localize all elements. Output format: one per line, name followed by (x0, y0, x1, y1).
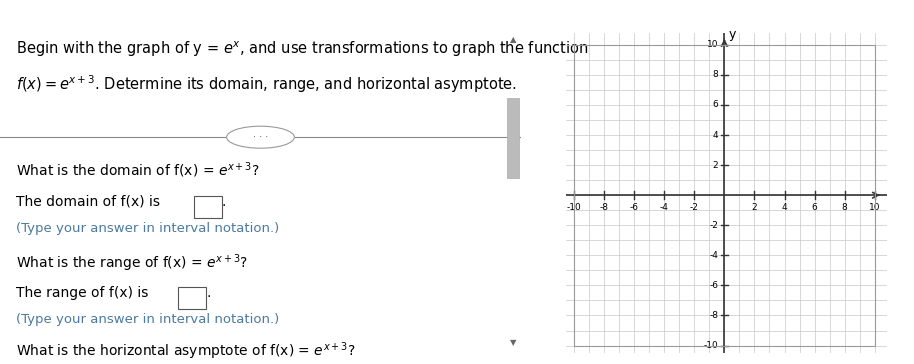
Text: 8: 8 (842, 203, 847, 212)
Text: -2: -2 (709, 221, 718, 230)
Text: · · ·: · · · (253, 132, 268, 142)
Ellipse shape (227, 126, 294, 148)
Text: ▲: ▲ (509, 35, 516, 44)
Text: Begin with the graph of y = $e^x$, and use transformations to graph the function: Begin with the graph of y = $e^x$, and u… (16, 39, 588, 59)
Text: -8: -8 (709, 311, 718, 320)
Text: 6: 6 (713, 100, 718, 110)
Text: -10: -10 (704, 341, 718, 350)
Text: -4: -4 (709, 251, 718, 260)
Text: 4: 4 (713, 131, 718, 139)
Text: What is the range of f(x) = $e^{x+3}$?: What is the range of f(x) = $e^{x+3}$? (16, 252, 248, 274)
Text: y: y (728, 28, 736, 41)
Text: 4: 4 (781, 203, 787, 212)
Text: -6: -6 (630, 203, 639, 212)
Text: -10: -10 (567, 203, 581, 212)
Text: 2: 2 (751, 203, 758, 212)
Text: (Type your answer in interval notation.): (Type your answer in interval notation.) (16, 313, 279, 326)
Text: 10: 10 (707, 40, 718, 49)
Text: The range of f(x) is: The range of f(x) is (16, 286, 153, 300)
Text: .: . (221, 195, 226, 209)
Text: -8: -8 (600, 203, 609, 212)
Text: 6: 6 (812, 203, 817, 212)
FancyBboxPatch shape (506, 98, 519, 178)
Text: The domain of f(x) is: The domain of f(x) is (16, 195, 164, 209)
Text: -4: -4 (660, 203, 669, 212)
FancyBboxPatch shape (178, 288, 207, 309)
Text: 8: 8 (713, 70, 718, 79)
Text: (Type your answer in interval notation.): (Type your answer in interval notation.) (16, 222, 279, 235)
FancyBboxPatch shape (194, 196, 222, 218)
Text: 10: 10 (869, 203, 880, 212)
Text: What is the horizontal asymptote of f(x) = $e^{x+3}$?: What is the horizontal asymptote of f(x)… (16, 340, 356, 362)
Text: 2: 2 (713, 161, 718, 170)
Text: -2: -2 (690, 203, 698, 212)
Text: What is the domain of f(x) = $e^{x+3}$?: What is the domain of f(x) = $e^{x+3}$? (16, 161, 260, 181)
Text: -6: -6 (709, 281, 718, 290)
Text: ▼: ▼ (509, 338, 516, 347)
Text: $f(x) = e^{x+3}$. Determine its domain, range, and horizontal asymptote.: $f(x) = e^{x+3}$. Determine its domain, … (16, 73, 516, 95)
Text: .: . (207, 286, 211, 300)
